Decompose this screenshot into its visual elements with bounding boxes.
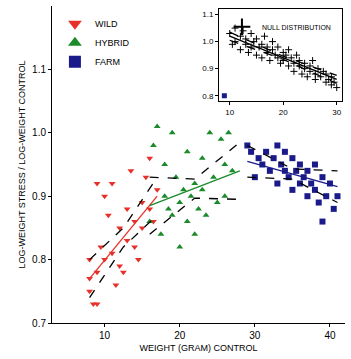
svg-text:NULL DISTRIBUTION: NULL DISTRIBUTION [262, 24, 331, 31]
svg-text:30: 30 [332, 108, 341, 117]
svg-text:FARM: FARM [95, 57, 120, 67]
svg-text:30: 30 [249, 330, 261, 341]
svg-text:20: 20 [279, 108, 288, 117]
svg-text:0.8: 0.8 [32, 254, 46, 265]
svg-text:LOG-WEIGHT STRESS / LOG-WEIGHT: LOG-WEIGHT STRESS / LOG-WEIGHT CONTROL [17, 60, 27, 268]
svg-text:40: 40 [324, 330, 336, 341]
svg-text:HYBRID: HYBRID [95, 38, 130, 48]
svg-text:10: 10 [99, 330, 111, 341]
svg-text:1.1: 1.1 [202, 10, 214, 19]
svg-text:1.0: 1.0 [32, 127, 46, 138]
svg-text:0.7: 0.7 [32, 318, 46, 329]
svg-text:WILD: WILD [95, 19, 118, 29]
svg-text:0.8: 0.8 [202, 91, 214, 100]
svg-text:1.0: 1.0 [202, 37, 214, 46]
svg-text:10: 10 [225, 108, 234, 117]
svg-text:1.1: 1.1 [32, 64, 46, 75]
svg-text:0.9: 0.9 [32, 191, 46, 202]
svg-text:20: 20 [174, 330, 186, 341]
svg-text:0.9: 0.9 [202, 64, 214, 73]
svg-text:WEIGHT (GRAM) CONTROL: WEIGHT (GRAM) CONTROL [140, 343, 258, 353]
